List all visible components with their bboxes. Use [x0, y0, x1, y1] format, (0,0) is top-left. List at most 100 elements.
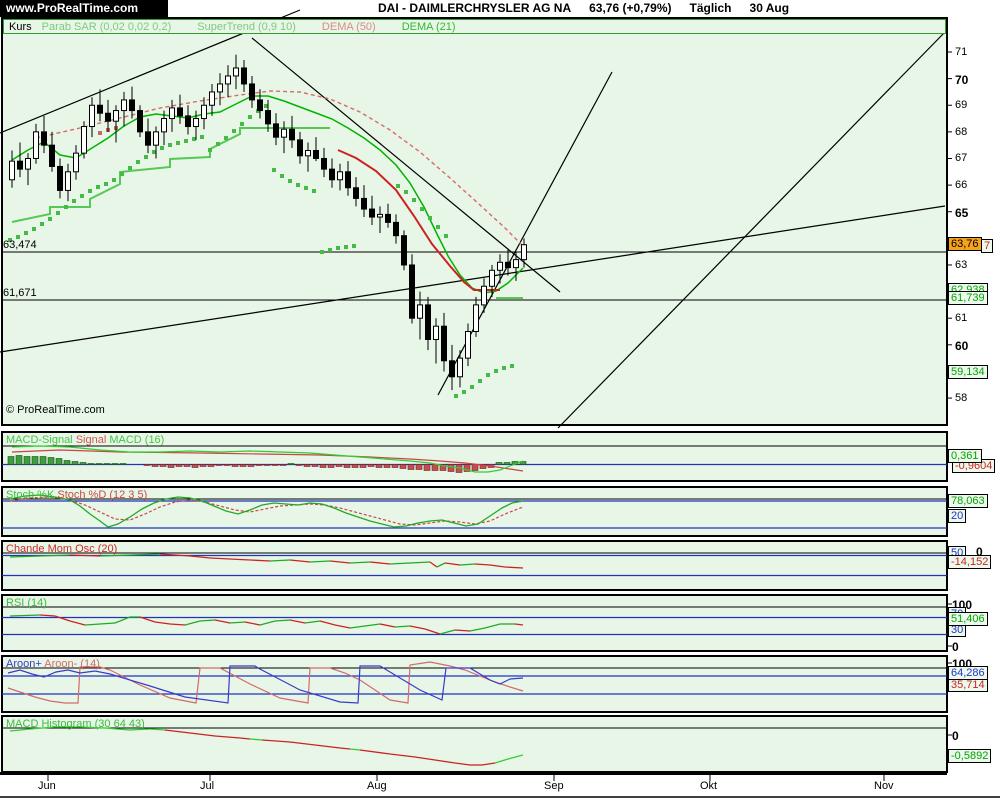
sar-dot [128, 166, 132, 170]
sar-dot [16, 235, 20, 239]
legend-strip: Kurs Parab SAR (0,02 0,02 0,2) SuperTrend… [3, 19, 946, 34]
panel-aroon-value-1: 64,286 [948, 666, 988, 680]
legend-item-0[interactable]: Parab SAR (0,02 0,02 0,2) [41, 20, 172, 33]
price-axis-label-65: 65 [955, 205, 969, 220]
candle [217, 83, 223, 93]
watermark: © ProRealTime.com [6, 404, 105, 416]
macd-hist-bar [351, 464, 359, 468]
candle [369, 208, 375, 218]
sar-dot [232, 129, 236, 133]
candle [377, 213, 383, 218]
candle [185, 115, 191, 128]
sar-dot [328, 248, 332, 252]
month-label-Jul: Jul [200, 780, 215, 792]
sar-dot [112, 178, 116, 182]
candle [129, 99, 135, 112]
sar-dot [88, 189, 92, 193]
month-label-Sep: Sep [544, 780, 564, 792]
candle [321, 157, 327, 170]
candle [225, 75, 231, 85]
sar-dot [296, 183, 300, 187]
panel-label-rsi: RSI (14) [6, 597, 47, 609]
candle [201, 104, 207, 120]
candle [209, 91, 215, 106]
macd-hist-bar [71, 461, 79, 465]
sar-dot [412, 198, 416, 202]
macd-hist-bar [223, 464, 231, 466]
panel-label-stoch: Stoch %K Stoch %D (12 3 5) [6, 489, 148, 501]
sar-dot [420, 207, 424, 211]
macd-hist-bar [39, 456, 47, 465]
candle [249, 83, 255, 101]
legend-item-1[interactable]: SuperTrend (0,9 10) [197, 20, 296, 33]
trendline-4 [557, 31, 946, 429]
sar-dot [192, 137, 196, 141]
candle [489, 269, 495, 287]
macd-hist-bar [303, 464, 311, 467]
panel-label-macd: MACD-Signal Signal MACD (16) [6, 434, 165, 446]
panel-macdhist-value-1: -0,5892 [948, 749, 992, 763]
panel-stoch-value-0: 78,063 [948, 494, 988, 508]
macd-hist-bar [183, 464, 191, 467]
macd-hist-bar [375, 464, 383, 468]
sar-dot [344, 245, 348, 249]
macd-hist-bar [143, 464, 151, 466]
legend-item-2[interactable]: DEMA (50) [321, 20, 376, 33]
candle [273, 123, 279, 138]
candle [33, 131, 39, 159]
macd-hist-bar [479, 464, 487, 469]
kurs-tab[interactable]: Kurs [9, 20, 32, 33]
price-axis-label-69: 69 [955, 99, 968, 112]
candle [521, 244, 527, 261]
brand-banner[interactable]: www.ProRealTime.com [0, 0, 168, 17]
dema21-line [11, 95, 524, 294]
candle [497, 261, 503, 271]
panel-rsi-value-2: 51,406 [948, 612, 988, 626]
last-date: 30 Aug [749, 1, 790, 15]
candle [265, 110, 271, 125]
sar-dot [176, 141, 180, 145]
sar-dot [168, 143, 172, 147]
sar-dot [24, 231, 28, 235]
candle [49, 144, 55, 167]
month-label-Jun: Jun [38, 780, 56, 792]
sar-dot [120, 172, 124, 176]
legend-item-3[interactable]: DEMA (21) [401, 20, 456, 33]
candle [409, 264, 415, 319]
last-price: 63,76 (+0,79%) [589, 1, 672, 15]
candle [361, 197, 367, 210]
sar-dot [502, 366, 506, 370]
macd-hist-bar [399, 464, 407, 469]
trendline-3 [0, 205, 946, 353]
candle [473, 304, 479, 333]
macd-hist-bar [295, 464, 303, 466]
sar-dot [40, 222, 44, 226]
macd-hist-bar [199, 464, 207, 467]
sar-dot [280, 174, 284, 178]
macd-hist-bar [279, 464, 287, 466]
sar-dot [288, 179, 292, 183]
candle [337, 171, 343, 181]
sar-dot [444, 234, 448, 238]
macd-hist-bar [31, 456, 39, 465]
candle [193, 118, 199, 128]
macd-hist-bar [391, 464, 399, 468]
macd-hist-bar [79, 462, 87, 465]
macd-hist-bar [239, 464, 247, 467]
legend-items: Parab SAR (0,02 0,02 0,2) SuperTrend (0,9… [42, 21, 482, 33]
price-axis-label-71: 71 [955, 46, 968, 58]
candle [89, 104, 95, 128]
panel-macd-value-0: 0,361 [948, 449, 982, 463]
macd-hist-bar [327, 464, 335, 468]
macd-hist-bar [319, 464, 327, 468]
sar-dot [510, 364, 514, 368]
candle [513, 259, 519, 269]
candle [281, 128, 287, 138]
macd-hist-bar [287, 463, 295, 465]
candle [313, 149, 319, 159]
price-axis-label-66: 66 [955, 179, 968, 191]
sar-dot [64, 205, 68, 209]
brand-text: www.ProRealTime.com [6, 1, 139, 15]
